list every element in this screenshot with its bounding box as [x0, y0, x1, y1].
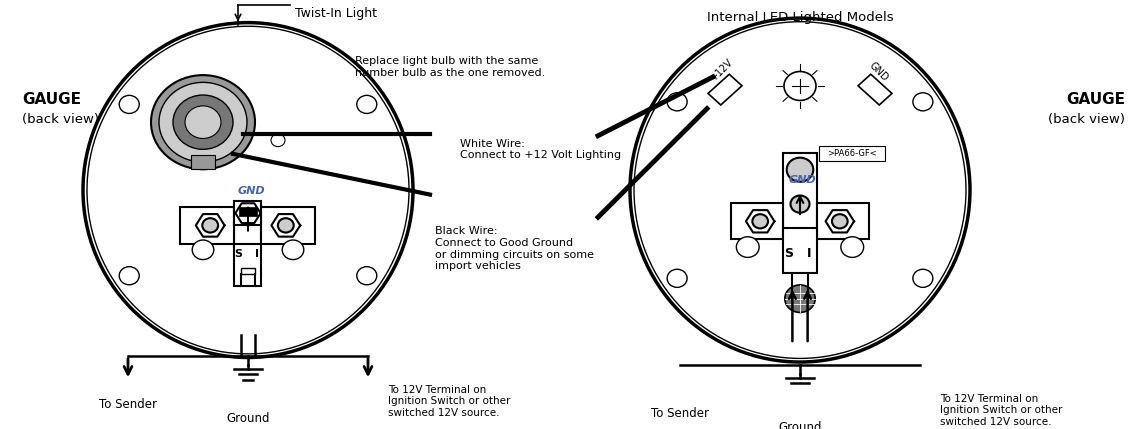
- Bar: [817, 203, 870, 239]
- Circle shape: [241, 207, 254, 219]
- Text: >PA66-GF<: >PA66-GF<: [827, 149, 877, 158]
- Circle shape: [185, 106, 221, 139]
- Text: Ground: Ground: [778, 421, 822, 429]
- Circle shape: [737, 237, 759, 257]
- Text: To Sender: To Sender: [99, 398, 157, 411]
- Text: White Wire:
Connect to +12 Volt Lighting: White Wire: Connect to +12 Volt Lighting: [460, 139, 621, 160]
- Text: +12V: +12V: [708, 57, 735, 83]
- Text: (back view): (back view): [22, 113, 99, 126]
- Circle shape: [151, 75, 256, 169]
- Text: GND: GND: [868, 60, 890, 83]
- Text: S: S: [784, 248, 793, 260]
- Text: GND: GND: [788, 175, 816, 185]
- Circle shape: [203, 218, 218, 233]
- Circle shape: [786, 158, 814, 182]
- Bar: [235, 205, 261, 246]
- Circle shape: [270, 134, 285, 147]
- Circle shape: [841, 237, 864, 257]
- Bar: [731, 203, 783, 239]
- Bar: [783, 228, 817, 273]
- Circle shape: [913, 93, 933, 111]
- Bar: [708, 74, 741, 105]
- Text: To Sender: To Sender: [651, 407, 709, 420]
- Circle shape: [667, 269, 688, 287]
- Circle shape: [277, 218, 293, 233]
- Bar: [235, 201, 261, 225]
- Text: (back view): (back view): [1047, 113, 1125, 126]
- Circle shape: [667, 93, 688, 111]
- Bar: [241, 268, 256, 274]
- Circle shape: [159, 82, 248, 162]
- Bar: [858, 74, 892, 105]
- Circle shape: [173, 95, 233, 149]
- Ellipse shape: [83, 23, 413, 357]
- Circle shape: [753, 214, 768, 228]
- Bar: [191, 155, 215, 169]
- Text: S: S: [234, 249, 242, 259]
- Circle shape: [356, 95, 377, 113]
- Text: I: I: [807, 248, 811, 260]
- Bar: [181, 207, 235, 244]
- Text: GAUGE: GAUGE: [22, 92, 81, 107]
- Text: GND: GND: [237, 186, 265, 196]
- Bar: [261, 207, 315, 244]
- Text: Twist-In Light: Twist-In Light: [295, 7, 377, 20]
- Circle shape: [282, 240, 304, 260]
- Circle shape: [785, 285, 815, 312]
- Bar: [235, 244, 261, 287]
- Text: To 12V Terminal on
Ignition Switch or other
switched 12V source.: To 12V Terminal on Ignition Switch or ot…: [940, 394, 1062, 427]
- Circle shape: [356, 267, 377, 285]
- Bar: [819, 145, 886, 161]
- Bar: [783, 152, 817, 230]
- Text: To 12V Terminal on
Ignition Switch or other
switched 12V source.: To 12V Terminal on Ignition Switch or ot…: [388, 385, 510, 418]
- Text: GAUGE: GAUGE: [1066, 92, 1125, 107]
- Circle shape: [119, 95, 139, 113]
- Circle shape: [913, 269, 933, 287]
- Text: Black Wire:
Connect to Good Ground
or dimming circuits on some
import vehicles: Black Wire: Connect to Good Ground or di…: [435, 227, 594, 271]
- Circle shape: [791, 196, 809, 213]
- Text: Ground: Ground: [226, 412, 269, 425]
- Circle shape: [832, 214, 848, 228]
- Circle shape: [193, 240, 214, 260]
- Text: I: I: [256, 249, 259, 259]
- Ellipse shape: [630, 18, 970, 362]
- Circle shape: [119, 267, 139, 285]
- Bar: [240, 208, 257, 216]
- Text: Replace light bulb with the same
number bulb as the one removed.: Replace light bulb with the same number …: [355, 56, 545, 78]
- Text: Internal LED Lighted Models: Internal LED Lighted Models: [707, 11, 894, 24]
